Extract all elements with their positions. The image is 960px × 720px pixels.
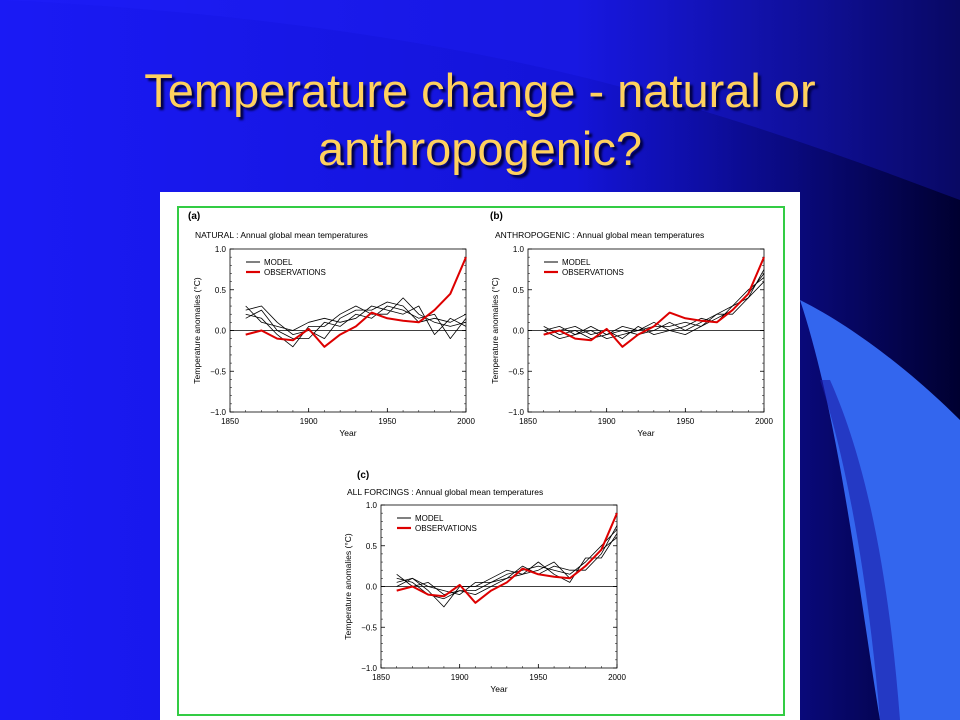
legend-observations-label: OBSERVATIONS xyxy=(562,268,624,277)
y-axis-label: Temperature anomalies (°C) xyxy=(192,277,202,384)
y-tick-label: 0.5 xyxy=(215,286,227,295)
figure-border xyxy=(177,206,785,716)
slide-title: Temperature change - natural or anthropo… xyxy=(0,62,960,178)
chart-b-title: ANTHROPOGENIC : Annual global mean tempe… xyxy=(495,230,704,240)
panel-label-b: (b) xyxy=(490,211,503,222)
legend-observations-label: OBSERVATIONS xyxy=(415,524,477,533)
y-tick-label: −0.5 xyxy=(361,623,377,632)
y-tick-label: 1.0 xyxy=(513,245,525,254)
y-tick-label: −1.0 xyxy=(361,664,377,673)
chart-a-plot: −1.0 −0.5 0.0 0.5 1.0 1850 1900 1950 2000 Year Tem… xyxy=(192,245,475,438)
observations-line xyxy=(245,256,467,348)
x-axis-label: Year xyxy=(637,428,654,438)
chart-a-title: NATURAL : Annual global mean temperature… xyxy=(195,230,368,240)
y-tick-label: −1.0 xyxy=(508,408,524,417)
legend-model-label: MODEL xyxy=(415,514,444,523)
x-tick-label: 1900 xyxy=(598,417,616,426)
y-tick-label: 0.0 xyxy=(366,583,378,592)
observations-line xyxy=(396,512,618,604)
chart-c: (c) ALL FORCINGS : Annual global mean te… xyxy=(343,470,626,694)
model-line xyxy=(396,529,618,600)
y-tick-label: 1.0 xyxy=(366,501,378,510)
x-tick-label: 1850 xyxy=(372,673,390,682)
slide-title-line1: Temperature change - natural or xyxy=(144,64,816,117)
x-tick-label: 1950 xyxy=(529,673,547,682)
x-tick-label: 1950 xyxy=(676,417,694,426)
model-line xyxy=(245,305,467,339)
y-tick-label: −1.0 xyxy=(210,408,226,417)
x-tick-label: 2000 xyxy=(755,417,773,426)
figure-charts: (a) NATURAL : Annual global mean tempera… xyxy=(188,211,773,694)
model-line xyxy=(245,301,467,339)
model-line xyxy=(245,305,467,335)
x-tick-label: 1900 xyxy=(451,673,469,682)
slide-title-line2: anthropogenic? xyxy=(317,122,643,175)
model-line xyxy=(396,537,618,608)
y-tick-label: 0.0 xyxy=(513,327,525,336)
x-axis-label: Year xyxy=(339,428,356,438)
y-axis-label: Temperature anomalies (°C) xyxy=(490,277,500,384)
panel-label-c: (c) xyxy=(357,470,369,481)
y-tick-label: 0.5 xyxy=(513,286,525,295)
legend-model-label: MODEL xyxy=(264,258,293,267)
y-tick-label: −0.5 xyxy=(210,367,226,376)
x-tick-label: 1950 xyxy=(378,417,396,426)
x-tick-label: 2000 xyxy=(608,673,626,682)
figure-panel: (a) NATURAL : Annual global mean tempera… xyxy=(160,192,800,720)
panel-label-a: (a) xyxy=(188,211,200,222)
chart-b: (b) ANTHROPOGENIC : Annual global mean t… xyxy=(490,211,773,438)
y-tick-label: −0.5 xyxy=(508,367,524,376)
x-tick-label: 1850 xyxy=(519,417,537,426)
model-line xyxy=(543,269,765,339)
model-line xyxy=(543,281,765,339)
observations-line xyxy=(543,256,765,348)
legend-observations-label: OBSERVATIONS xyxy=(264,268,326,277)
chart-c-title: ALL FORCINGS : Annual global mean temper… xyxy=(347,487,543,497)
model-line xyxy=(543,273,765,339)
x-axis-label: Year xyxy=(490,684,507,694)
model-line xyxy=(396,533,618,595)
chart-b-plot: −1.0 −0.5 0.0 0.5 1.0 1850 1900 1950 2000 Year Tem… xyxy=(490,245,773,438)
y-axis-label: Temperature anomalies (°C) xyxy=(343,533,353,640)
y-tick-label: 0.0 xyxy=(215,327,227,336)
chart-a: (a) NATURAL : Annual global mean tempera… xyxy=(188,211,475,438)
chart-c-plot: −1.0 −0.5 0.0 0.5 1.0 1850 1900 1950 2000 Year Tem… xyxy=(343,501,626,694)
model-line xyxy=(543,277,765,339)
y-tick-label: 0.5 xyxy=(366,542,378,551)
y-tick-label: 1.0 xyxy=(215,245,227,254)
x-tick-label: 1850 xyxy=(221,417,239,426)
legend-model-label: MODEL xyxy=(562,258,591,267)
x-tick-label: 2000 xyxy=(457,417,475,426)
x-tick-label: 1900 xyxy=(300,417,318,426)
